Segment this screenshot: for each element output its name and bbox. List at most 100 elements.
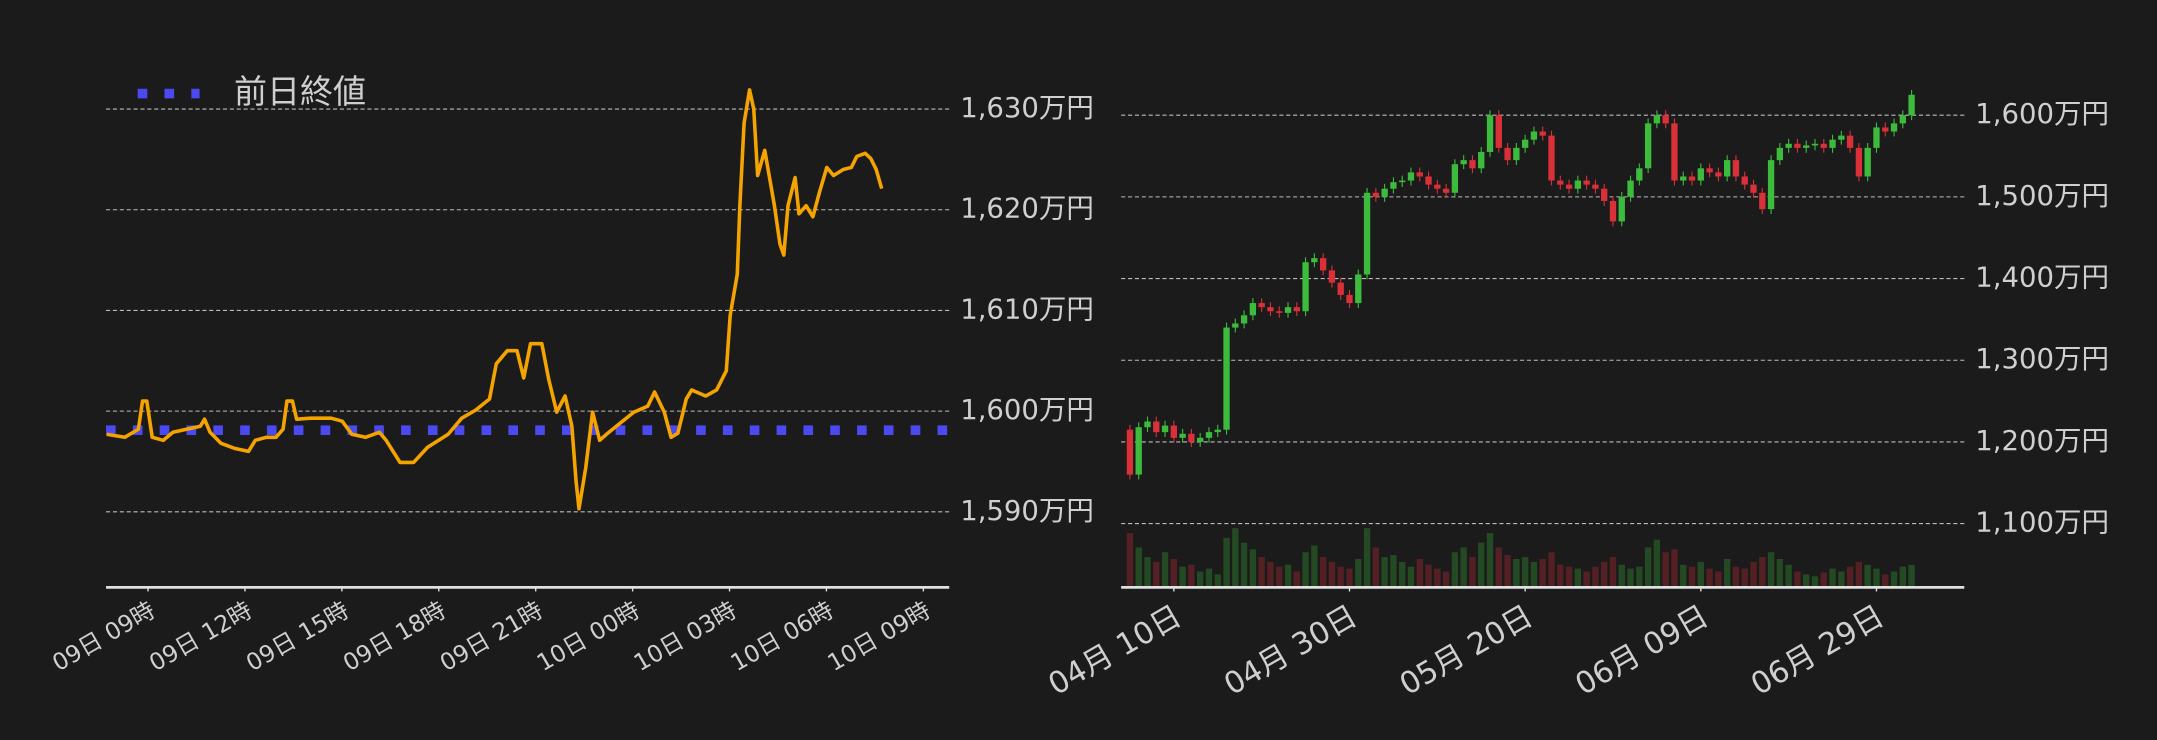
y-tick-label: 1,590万円 xyxy=(960,495,1094,527)
volume-bar xyxy=(1785,564,1792,586)
candle-body xyxy=(1460,160,1467,165)
volume-bar xyxy=(1249,549,1257,586)
volume-bar xyxy=(1161,552,1169,586)
candle-body xyxy=(1469,160,1476,169)
candle-body xyxy=(1302,262,1309,312)
candle-body xyxy=(1592,184,1599,189)
price-line xyxy=(106,88,884,511)
candle-body xyxy=(1170,425,1178,438)
volume-bar xyxy=(1715,571,1722,586)
candle-body xyxy=(1794,143,1801,148)
volume-bar xyxy=(1513,558,1520,586)
candle-body xyxy=(1188,433,1195,442)
volume-bar xyxy=(1609,557,1617,586)
candle-body xyxy=(1820,143,1827,148)
candle-body xyxy=(1513,147,1520,161)
candle-body xyxy=(1363,192,1371,275)
volume-bar xyxy=(1680,564,1687,586)
candle-body xyxy=(1715,172,1722,177)
candle-body xyxy=(1179,433,1186,438)
candle-body xyxy=(1548,135,1555,181)
volume-bar xyxy=(1557,564,1564,586)
candle-body xyxy=(1838,135,1845,140)
legend-label: 前日終値 xyxy=(234,72,366,111)
candle-body xyxy=(1829,139,1836,148)
candle-body xyxy=(1530,131,1538,140)
volume-bar xyxy=(1882,574,1889,586)
y-tick-label: 1,600万円 xyxy=(1975,98,2109,130)
volume-bar xyxy=(1521,557,1529,586)
volume-bar xyxy=(1478,542,1485,586)
volume-bar xyxy=(1504,555,1511,586)
volume-bar xyxy=(1741,568,1748,586)
candle-body xyxy=(1565,184,1573,189)
volume-bar xyxy=(1706,568,1713,586)
candle-body xyxy=(1644,123,1652,169)
volume-bar xyxy=(1381,557,1388,586)
volume-bar xyxy=(1153,561,1160,586)
candle-body xyxy=(1407,172,1415,181)
candle-body xyxy=(1504,147,1511,161)
candle-body xyxy=(1346,294,1353,304)
volume-bar xyxy=(1820,572,1827,586)
volume-bar xyxy=(1601,561,1608,586)
candle-body xyxy=(1144,421,1151,428)
volume-bar xyxy=(1258,557,1265,586)
candle-body xyxy=(1267,307,1274,312)
candle-body xyxy=(1416,172,1423,177)
candle-body xyxy=(1425,176,1432,185)
volume-bar xyxy=(1662,552,1669,586)
candle-body xyxy=(1759,192,1766,210)
volume-bar xyxy=(1899,566,1906,586)
candle-body xyxy=(1293,307,1300,312)
candle-body xyxy=(1240,315,1248,324)
candle-body xyxy=(1811,143,1819,146)
volume-bar xyxy=(1144,557,1151,586)
candle-body xyxy=(1135,427,1142,475)
volume-bar xyxy=(1618,564,1625,586)
candle-body xyxy=(1671,123,1678,181)
volume-bar xyxy=(1434,568,1441,586)
candle-body xyxy=(1442,188,1450,193)
volume-bar xyxy=(1179,566,1186,586)
volume-bar xyxy=(1583,571,1590,586)
candle-body xyxy=(1399,180,1406,183)
candle-body xyxy=(1284,307,1292,313)
volume-bar xyxy=(1767,552,1775,586)
candle-body xyxy=(1214,429,1221,433)
volume-bar xyxy=(1460,547,1467,586)
volume-bar xyxy=(1759,557,1766,586)
candle-body xyxy=(1223,327,1230,430)
candle-body xyxy=(1846,135,1854,148)
volume-bar xyxy=(1803,574,1810,586)
volume-bar xyxy=(1311,545,1318,586)
volume-bar xyxy=(1697,561,1704,586)
volume-bar xyxy=(1337,566,1344,586)
y-tick-label: 1,500万円 xyxy=(1975,180,2109,212)
volume-bar xyxy=(1469,557,1476,586)
volume-bar xyxy=(1486,532,1494,586)
candle-body xyxy=(1706,168,1713,173)
volume-bar xyxy=(1495,547,1502,586)
volume-bar xyxy=(1188,564,1195,586)
y-tick-label: 1,610万円 xyxy=(960,293,1094,325)
volume-bar xyxy=(1302,552,1309,586)
candle-body xyxy=(1803,145,1810,148)
candle-body xyxy=(1583,180,1590,185)
volume-bar xyxy=(1372,547,1380,586)
candle-body xyxy=(1557,180,1564,185)
volume-bar xyxy=(1126,532,1134,586)
candle-body xyxy=(1197,437,1204,442)
volume-bar xyxy=(1425,564,1432,586)
volume-bar xyxy=(1451,552,1459,586)
candle-body xyxy=(1776,147,1784,161)
volume-bar xyxy=(1890,571,1898,586)
candle-body xyxy=(1355,274,1362,304)
volume-bar xyxy=(1794,571,1801,586)
candle-body xyxy=(1609,200,1617,222)
candle-body xyxy=(1627,180,1634,197)
candle-body xyxy=(1873,127,1880,148)
candle-body xyxy=(1249,303,1257,316)
